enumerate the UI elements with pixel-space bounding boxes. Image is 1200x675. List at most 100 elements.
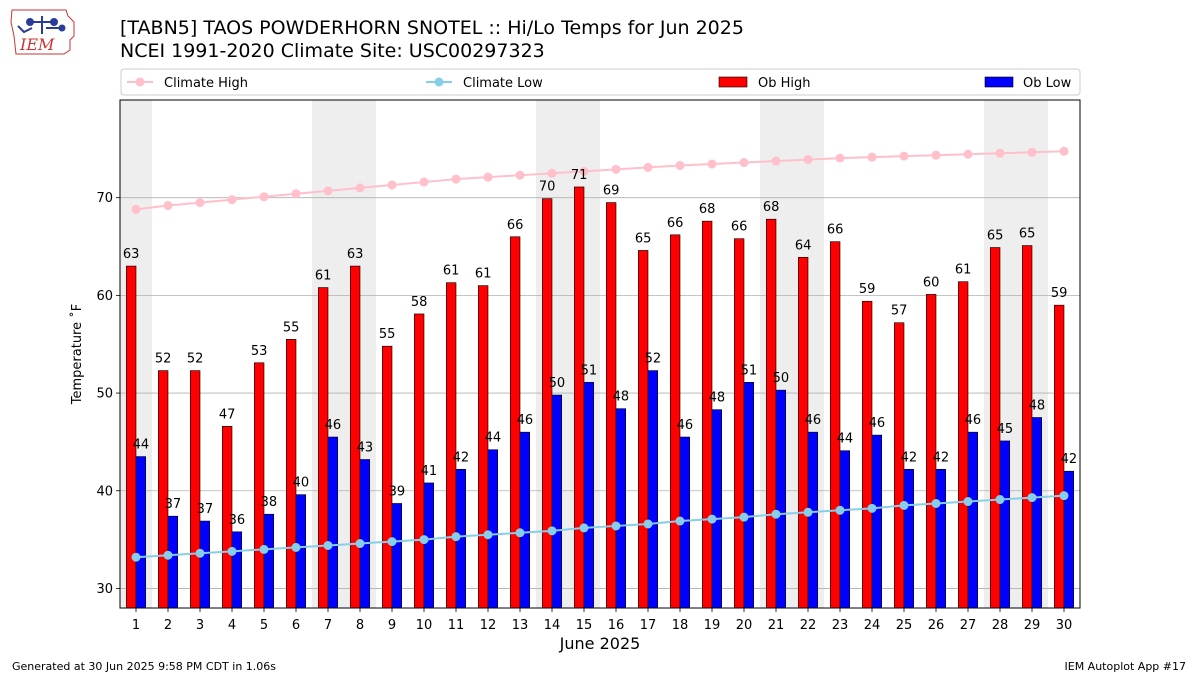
ob-high-bar xyxy=(605,202,617,609)
climate-high-point xyxy=(803,155,813,165)
x-tick-label: 1 xyxy=(132,618,140,633)
x-tick-label: 16 xyxy=(608,618,625,633)
climate-low-point xyxy=(1059,491,1069,501)
ob-low-label: 45 xyxy=(997,422,1014,437)
ob-low-bar xyxy=(551,394,562,609)
legend-climate-low-marker xyxy=(434,77,444,87)
x-tick-label: 21 xyxy=(768,618,785,633)
climate-high-point xyxy=(835,153,845,163)
climate-low-point xyxy=(899,500,909,510)
ob-low-label: 48 xyxy=(709,391,726,406)
x-tick-label: 3 xyxy=(196,618,204,633)
ob-high-bar xyxy=(381,345,393,609)
climate-low-point xyxy=(675,516,685,526)
ob-low-label: 37 xyxy=(197,502,214,517)
iem-logo: IEM xyxy=(10,9,75,55)
ob-high-label: 59 xyxy=(1051,286,1068,301)
ob-high-bar xyxy=(413,313,425,609)
climate-low-point xyxy=(643,519,653,529)
ob-high-bar xyxy=(477,285,489,609)
x-tick-label: 9 xyxy=(388,618,396,633)
climate-low-point xyxy=(387,537,397,547)
climate-low-point xyxy=(163,550,173,560)
climate-low-point xyxy=(323,540,333,550)
ob-low-label: 42 xyxy=(453,450,470,465)
ob-low-bar xyxy=(487,449,498,609)
ob-high-bar xyxy=(317,287,329,609)
ob-high-bar xyxy=(445,282,457,609)
climate-low-point xyxy=(419,535,429,545)
ob-low-label: 48 xyxy=(1029,399,1046,414)
ob-low-label: 38 xyxy=(261,495,278,510)
climate-low-point xyxy=(259,544,269,554)
climate-low-line xyxy=(135,494,1065,559)
climate-low-point xyxy=(515,528,525,538)
plot-frame xyxy=(119,99,1081,609)
x-tick-label: 24 xyxy=(864,618,881,633)
ob-high-bar xyxy=(158,370,169,609)
x-tick-label: 4 xyxy=(228,618,236,633)
ob-low-label: 51 xyxy=(741,363,758,378)
climate-high-point xyxy=(163,201,173,211)
climate-high-point xyxy=(867,152,877,162)
x-tick-label: 10 xyxy=(416,618,433,633)
ob-high-label: 61 xyxy=(315,269,332,284)
climate-high-point xyxy=(387,180,397,190)
climate-low-point xyxy=(1027,493,1037,503)
x-tick-label: 12 xyxy=(480,618,497,633)
climate-low-point xyxy=(547,526,557,536)
x-tick-label: 30 xyxy=(1056,618,1073,633)
climate-high-point xyxy=(195,198,205,208)
ob-low-label: 42 xyxy=(1061,452,1078,467)
ob-low-label: 52 xyxy=(645,352,662,367)
climate-high-point xyxy=(419,177,429,187)
climate-low-point xyxy=(483,530,493,540)
ob-low-bar xyxy=(135,456,146,609)
climate-low-point xyxy=(771,509,781,519)
ob-low-bar xyxy=(999,440,1010,609)
chart-title: [TABN5] TAOS POWDERHORN SNOTEL :: Hi/Lo … xyxy=(120,17,744,39)
climate-high-point xyxy=(899,151,909,161)
ob-low-label: 46 xyxy=(677,418,694,433)
ob-low-label: 39 xyxy=(389,484,406,499)
x-tick-label: 28 xyxy=(992,618,1009,633)
legend-ob-low-label: Ob Low xyxy=(1023,76,1072,91)
ob-high-bar xyxy=(254,362,265,609)
legend-ob-high-label: Ob High xyxy=(758,76,811,91)
ob-low-bar xyxy=(583,382,594,609)
y-tick-label: 30 xyxy=(96,582,113,597)
y-axis-label: Temperature ˚F xyxy=(69,304,85,405)
ob-high-label: 58 xyxy=(411,295,428,310)
ob-high-bar xyxy=(573,186,585,609)
ob-low-label: 46 xyxy=(869,416,886,431)
x-tick-label: 5 xyxy=(260,618,268,633)
x-tick-label: 17 xyxy=(640,618,657,633)
ob-low-label: 43 xyxy=(357,441,374,456)
x-tick-label: 29 xyxy=(1024,618,1041,633)
x-tick-label: 25 xyxy=(896,618,913,633)
climate-high-point xyxy=(291,189,301,199)
x-tick-label: 23 xyxy=(832,618,849,633)
ob-high-label: 52 xyxy=(187,352,204,367)
climate-high-point xyxy=(579,166,589,176)
ob-low-label: 37 xyxy=(165,497,182,512)
y-tick-label: 70 xyxy=(96,191,113,206)
ob-high-label: 59 xyxy=(859,282,876,297)
ob-high-label: 60 xyxy=(923,275,940,290)
ob-low-bar xyxy=(519,431,530,609)
ob-high-label: 65 xyxy=(1019,227,1036,242)
climate-low-point xyxy=(835,505,845,515)
climate-high-point xyxy=(483,172,493,182)
ob-low-bar xyxy=(615,408,626,609)
climate-low-point xyxy=(611,521,621,531)
ob-low-bar xyxy=(775,389,786,609)
legend-box xyxy=(120,68,1081,96)
climate-high-point xyxy=(451,174,461,184)
ob-low-label: 40 xyxy=(293,476,310,491)
x-tick-label: 14 xyxy=(544,618,561,633)
legend-climate-high-label: Climate High xyxy=(164,76,248,91)
climate-low-point xyxy=(291,542,301,552)
ob-high-label: 61 xyxy=(475,267,492,282)
legend-ob-high-swatch xyxy=(718,76,748,88)
ob-high-label: 53 xyxy=(251,344,268,359)
